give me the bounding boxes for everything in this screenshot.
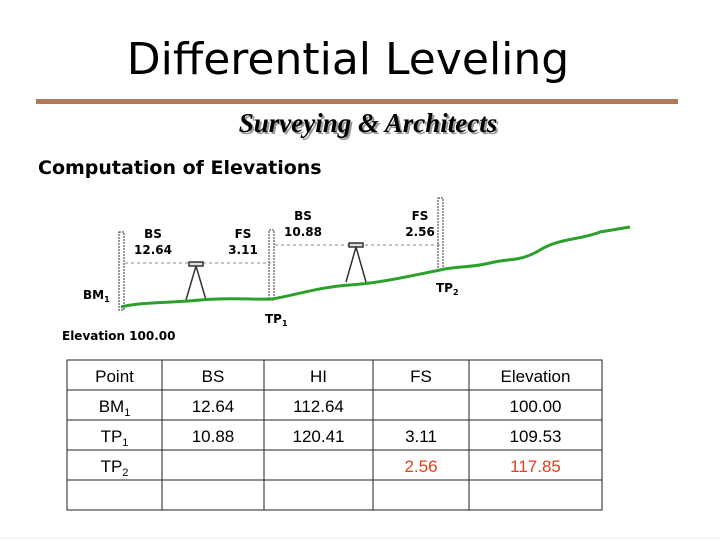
column-header: FS — [410, 367, 432, 386]
reading-value: 2.56 — [405, 225, 435, 239]
station-sub: 2 — [453, 288, 459, 297]
elevation-note: Elevation 100.00 — [62, 329, 176, 343]
station-label: BM1 — [83, 288, 110, 304]
column-header: HI — [310, 367, 327, 386]
subtitle: Surveying & Architects — [239, 108, 498, 138]
station-name: TP — [265, 312, 282, 326]
station-name: TP — [436, 281, 453, 295]
point-sub: 1 — [124, 407, 130, 419]
cell: 117.85 — [510, 457, 561, 476]
subtitle-shadow: Surveying & Architects — [241, 110, 500, 140]
cell: 2.56 — [404, 457, 437, 476]
heading: Computation of Elevations — [38, 157, 322, 179]
point-name: BM — [99, 397, 125, 416]
reading-value: 10.88 — [284, 225, 322, 239]
reading-kind: FS — [235, 227, 252, 241]
divider — [36, 99, 678, 104]
point-name: TP — [101, 427, 123, 446]
station-label: TP1 — [265, 312, 288, 328]
cell: 12.64 — [192, 397, 235, 416]
station-sub: 1 — [104, 295, 110, 304]
station-name: BM — [83, 288, 104, 302]
cell: 109.53 — [510, 427, 562, 446]
title: Differential Leveling — [127, 34, 569, 85]
point-cell: BM1 — [99, 397, 131, 419]
reading-value: 12.64 — [134, 243, 172, 257]
station-label: TP2 — [436, 281, 459, 297]
point-sub: 2 — [122, 467, 128, 479]
reading-value: 3.11 — [228, 243, 258, 257]
station-sub: 1 — [282, 319, 288, 328]
ground-line — [120, 225, 631, 309]
column-header: BS — [202, 367, 225, 386]
point-name: TP — [101, 457, 123, 476]
cell: 10.88 — [192, 427, 235, 446]
cell: 112.64 — [293, 397, 344, 416]
column-header: Point — [95, 367, 134, 386]
cell: 100.00 — [510, 397, 562, 416]
cell: 3.11 — [405, 427, 437, 446]
cell: 120.41 — [293, 427, 345, 446]
diagram: BS 12.64 FS 3.11 BS 10.88 FS 2.56 BM1 TP… — [62, 197, 631, 343]
point-cell: TP1 — [101, 427, 129, 449]
reading-kind: BS — [294, 209, 312, 223]
reading-kind: BS — [144, 227, 162, 241]
instrument — [185, 242, 367, 301]
reading-kind: FS — [412, 209, 429, 223]
point-sub: 1 — [122, 437, 128, 449]
table-border — [66, 359, 603, 511]
column-header: Elevation — [501, 367, 571, 386]
point-cell: TP2 — [101, 457, 129, 479]
